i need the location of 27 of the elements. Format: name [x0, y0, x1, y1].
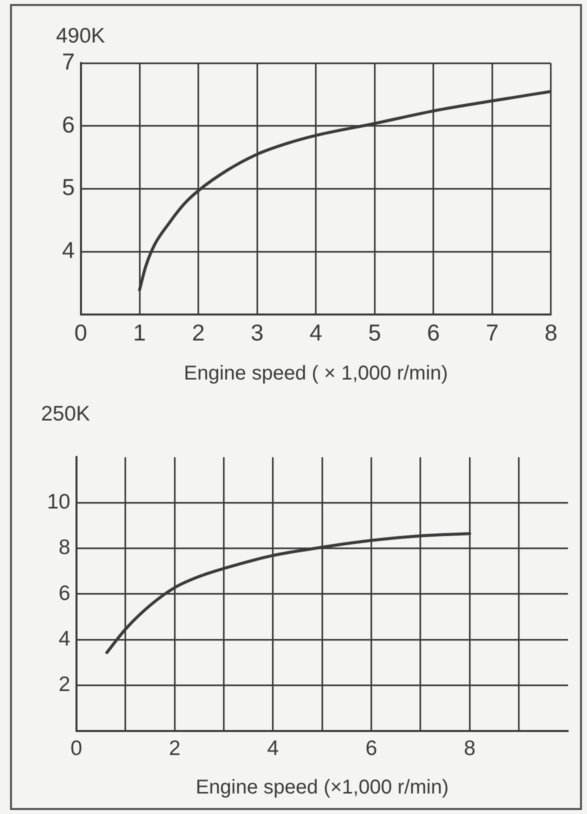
y-tick-label: 10 [47, 490, 70, 514]
y-tick-label: 8 [58, 536, 70, 560]
x-tick-label: 7 [486, 320, 499, 346]
y-axis-title: 250K [41, 402, 90, 426]
y-axis-title: 490K [56, 24, 106, 48]
x-tick-label: 2 [192, 320, 205, 346]
x-tick-label: 8 [464, 737, 476, 760]
x-tick-label: 1 [133, 320, 146, 346]
x-axis-title: Engine speed (×1,000 r/min) [196, 776, 449, 799]
x-tick-label: 3 [250, 320, 264, 346]
y-tick-label: 4 [58, 627, 71, 650]
x-tick-label: 0 [74, 320, 88, 346]
x-tick-label: 4 [267, 737, 280, 760]
y-tick-label: 5 [62, 174, 75, 200]
x-tick-label: 5 [368, 320, 382, 346]
x-tick-label: 2 [168, 737, 181, 760]
x-axis-title: Engine speed ( × 1,000 r/min) [184, 362, 448, 385]
x-tick-label: 6 [427, 320, 440, 346]
y-tick-label: 6 [62, 111, 75, 138]
x-tick-label: 6 [366, 737, 378, 760]
y-tick-label: 6 [58, 582, 70, 605]
x-tick-label: 0 [70, 737, 82, 760]
y-tick-label: 2 [58, 672, 70, 696]
x-tick-label: 4 [309, 320, 322, 346]
y-tick-label: 7 [62, 48, 75, 75]
x-tick-label: 8 [544, 320, 558, 346]
y-tick-label: 4 [62, 236, 75, 263]
